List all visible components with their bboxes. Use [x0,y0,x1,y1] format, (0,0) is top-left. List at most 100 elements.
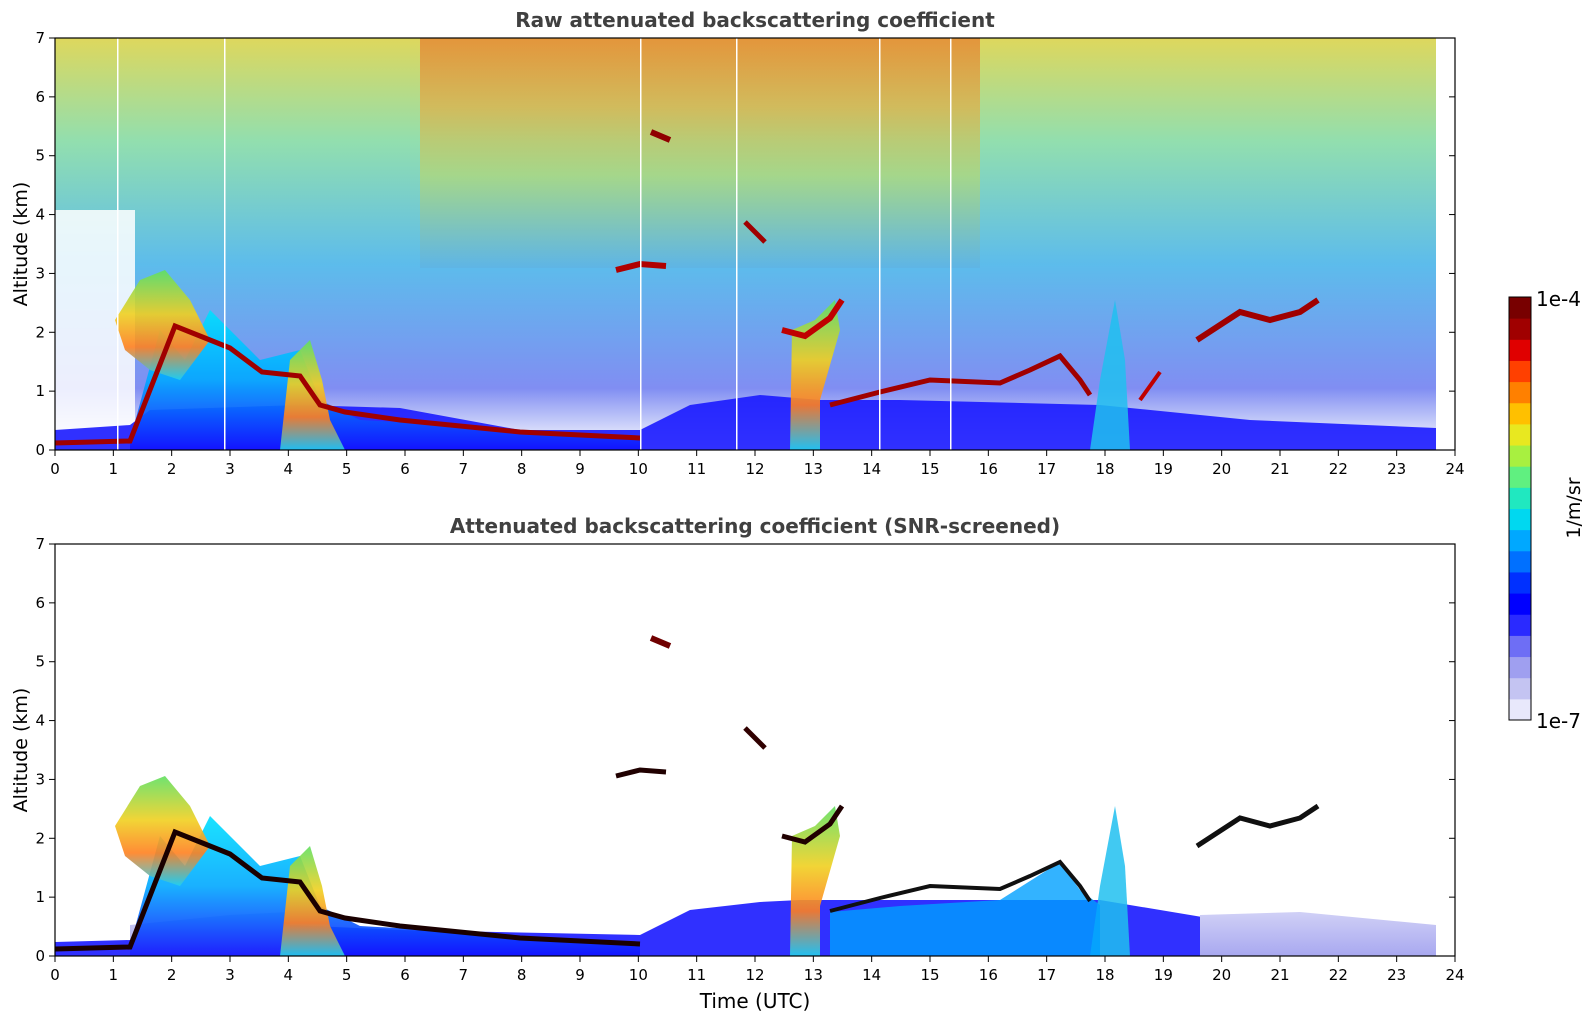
boundary-layer-fill [130,816,640,956]
colorbar-swatch [1509,550,1531,573]
cloud-5km [649,635,672,649]
data-gaps [117,38,952,450]
colorbar-swatch [1509,508,1531,531]
x-tick-label: 18 [1095,460,1114,478]
y-tick-label: 2 [35,829,45,847]
x-tick-label: 7 [459,460,469,478]
x-tick-label: 24 [1445,966,1464,984]
snr-screened-panel: Attenuated backscattering coefficient (S… [10,514,1465,1013]
x-tick-label: 2 [167,460,177,478]
no-data-after-end [1437,38,1455,450]
y-axis-ticks-bottom: 0 1 2 3 4 5 6 7 [35,535,1455,965]
x-tick-label: 3 [225,460,235,478]
x-tick-label: 10 [629,966,648,984]
colorbar-swatch [1509,635,1531,658]
colorbar-swatches [1509,297,1531,721]
y-tick-label: 5 [35,653,45,671]
x-tick-label: 8 [517,460,527,478]
x-tick-label: 5 [342,966,352,984]
cloud-5km [649,129,672,143]
noise-hot-zone [420,38,980,268]
x-tick-label: 12 [745,966,764,984]
cloud-1km-1830 [1138,370,1162,402]
colorbar-swatch [1509,677,1531,700]
x-tick-label: 16 [979,966,998,984]
x-axis-ticks-top: 0 1 2 3 4 5 6 7 8 9 10 11 12 13 14 15 16 17 18 19 20 21 22 23 24 [50,450,1465,478]
x-tick-label: 13 [804,966,823,984]
plume-2h [115,270,210,380]
colorbar-swatch [1509,529,1531,552]
snr-heatmap-field [55,544,1455,956]
x-tick-label: 21 [1270,460,1289,478]
raw-backscatter-panel: Raw attenuated backscattering coefficien… [10,8,1465,478]
colorbar-swatch [1509,466,1531,488]
x-tick-label: 20 [1212,966,1231,984]
colorbar-swatch [1509,297,1531,319]
colorbar-swatch [1509,698,1531,721]
y-tick-label: 1 [35,382,45,400]
y-tick-label: 0 [35,441,45,459]
x-tick-label: 8 [517,966,527,984]
plume-18h [1090,300,1130,450]
x-tick-label: 11 [687,966,706,984]
x-tick-label: 0 [50,966,60,984]
y-tick-label: 5 [35,147,45,165]
colorbar-swatch [1509,402,1531,425]
x-tick-label: 9 [575,966,585,984]
x-axis-label: Time (UTC) [699,989,811,1013]
cloud-3km [615,767,667,779]
cloud-2km-13h [781,298,845,340]
boundary-layer-fill [130,310,640,450]
cloud-4km [743,220,767,244]
colorbar-max-label: 1e-4 [1536,287,1581,311]
x-tick-label: 19 [1154,460,1173,478]
colorbar-swatch [1509,656,1531,679]
y-axis-ticks-top: 0 1 2 3 4 5 6 7 [35,29,1455,459]
y-tick-label: 7 [35,29,45,47]
raw-heatmap-field [55,38,1455,450]
x-tick-label: 10 [629,460,648,478]
x-tick-label: 9 [575,460,585,478]
x-tick-label: 17 [1037,460,1056,478]
x-tick-label: 3 [225,966,235,984]
x-tick-label: 0 [50,460,60,478]
y-tick-label: 3 [35,770,45,788]
y-tick-label: 0 [35,947,45,965]
x-tick-label: 15 [920,966,939,984]
colorbar-swatch [1509,593,1531,615]
bl-top-line [55,322,641,446]
x-tick-label: 17 [1037,966,1056,984]
x-axis-ticks-bottom: 0 1 2 3 4 5 6 7 8 9 10 11 12 13 14 15 16 17 18 19 20 21 22 23 24 [50,956,1465,984]
x-tick-label: 4 [284,966,294,984]
colorbar: 1e-4 1e-7 1/m/sr [1508,287,1585,733]
x-tick-label: 14 [862,460,881,478]
x-tick-label: 23 [1387,460,1406,478]
haze-right [1200,912,1436,956]
x-tick-label: 5 [342,460,352,478]
x-tick-label: 20 [1212,460,1231,478]
colorbar-swatch [1509,423,1531,446]
cloud-1km-afternoon [829,859,1092,913]
colorbar-frame [1508,296,1532,721]
y-tick-label: 1 [35,888,45,906]
x-tick-label: 21 [1270,966,1289,984]
plume-2h [115,776,210,886]
x-tick-label: 4 [284,460,294,478]
colorbar-min-label: 1e-7 [1536,709,1581,733]
y-tick-label: 4 [35,206,45,224]
colorbar-unit-label: 1/m/sr [1563,477,1585,538]
cloud-1km-afternoon [829,352,1093,408]
x-tick-label: 1 [109,460,119,478]
colorbar-swatch [1509,339,1531,361]
colorbar-swatch [1509,318,1531,340]
x-tick-label: 19 [1154,966,1173,984]
y-axis-label-bottom: Altitude (km) [10,688,32,813]
colorbar-swatch [1509,381,1531,404]
y-tick-label: 6 [35,594,45,612]
x-tick-label: 2 [167,966,177,984]
x-tick-label: 12 [745,460,764,478]
x-tick-label: 13 [804,460,823,478]
colorbar-swatch [1509,487,1531,509]
x-tick-label: 24 [1445,460,1464,478]
